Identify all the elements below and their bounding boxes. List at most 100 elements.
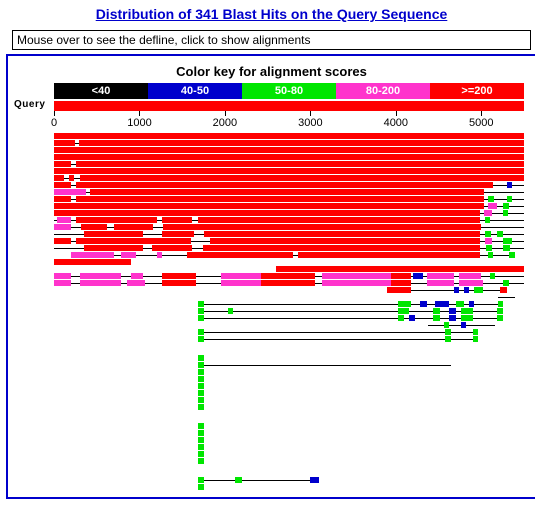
hit-segment[interactable] bbox=[464, 287, 469, 293]
hit-segment[interactable] bbox=[435, 287, 440, 293]
hit-segment[interactable] bbox=[196, 238, 201, 244]
hit-track[interactable] bbox=[54, 203, 524, 210]
hit-segment[interactable] bbox=[221, 280, 260, 286]
hit-segment[interactable] bbox=[162, 231, 194, 237]
hit-track[interactable] bbox=[54, 224, 524, 231]
hit-segment[interactable] bbox=[485, 238, 492, 244]
hit-segment[interactable] bbox=[204, 231, 479, 237]
hit-track[interactable] bbox=[54, 458, 524, 465]
hit-track[interactable] bbox=[54, 182, 524, 189]
hit-segment[interactable] bbox=[509, 252, 516, 258]
hit-track[interactable] bbox=[54, 383, 524, 390]
hit-segment[interactable] bbox=[162, 217, 193, 223]
hit-segment[interactable] bbox=[420, 301, 427, 307]
hit-segment[interactable] bbox=[485, 217, 490, 223]
hit-segment[interactable] bbox=[54, 238, 71, 244]
hit-segment[interactable] bbox=[497, 231, 503, 237]
hit-segment[interactable] bbox=[152, 245, 192, 251]
hit-segment[interactable] bbox=[435, 301, 449, 307]
hit-segment[interactable] bbox=[276, 266, 524, 272]
hit-segment[interactable] bbox=[456, 301, 465, 307]
hit-segment[interactable] bbox=[54, 182, 71, 188]
hit-segment[interactable] bbox=[469, 301, 474, 307]
hit-segment[interactable] bbox=[461, 322, 466, 328]
hit-segment[interactable] bbox=[54, 133, 524, 139]
hit-track[interactable] bbox=[54, 423, 524, 430]
hit-segment[interactable] bbox=[490, 273, 495, 279]
hit-segment[interactable] bbox=[490, 322, 495, 328]
hit-track[interactable] bbox=[54, 266, 524, 273]
hit-segment[interactable] bbox=[198, 336, 205, 342]
hit-track[interactable] bbox=[54, 238, 524, 245]
hit-segment[interactable] bbox=[121, 252, 136, 258]
hit-segment[interactable] bbox=[398, 308, 410, 314]
hit-segment[interactable] bbox=[507, 182, 512, 188]
hit-segment[interactable] bbox=[114, 224, 153, 230]
hit-segment[interactable] bbox=[398, 315, 405, 321]
hit-segment[interactable] bbox=[54, 224, 71, 230]
hit-track[interactable] bbox=[54, 355, 524, 362]
hit-segment[interactable] bbox=[198, 362, 205, 368]
hit-segment[interactable] bbox=[322, 280, 390, 286]
hit-segment[interactable] bbox=[54, 189, 86, 195]
hit-segment[interactable] bbox=[76, 238, 191, 244]
hit-segment[interactable] bbox=[80, 175, 524, 181]
hit-segment[interactable] bbox=[54, 140, 75, 146]
hit-segment[interactable] bbox=[486, 245, 491, 251]
hit-segment[interactable] bbox=[433, 315, 440, 321]
hit-segment[interactable] bbox=[69, 175, 75, 181]
hit-segment[interactable] bbox=[54, 154, 524, 160]
hit-segment[interactable] bbox=[449, 308, 456, 314]
hit-segment[interactable] bbox=[57, 217, 71, 223]
hit-segment[interactable] bbox=[198, 484, 205, 490]
hit-segment[interactable] bbox=[427, 280, 454, 286]
hit-segment[interactable] bbox=[427, 273, 454, 279]
hit-segment[interactable] bbox=[84, 245, 143, 251]
hit-track[interactable] bbox=[54, 133, 524, 140]
hit-segment[interactable] bbox=[473, 329, 478, 335]
hit-segment[interactable] bbox=[54, 175, 64, 181]
hit-segment[interactable] bbox=[54, 259, 131, 265]
hit-track[interactable] bbox=[54, 336, 524, 343]
hit-segment[interactable] bbox=[391, 273, 412, 279]
hit-track[interactable] bbox=[54, 259, 524, 266]
hit-segment[interactable] bbox=[76, 182, 493, 188]
hit-track[interactable] bbox=[54, 444, 524, 451]
hit-segment[interactable] bbox=[198, 217, 480, 223]
hit-track[interactable] bbox=[54, 252, 524, 259]
hit-segment[interactable] bbox=[420, 287, 425, 293]
hit-segment[interactable] bbox=[80, 280, 121, 286]
hit-track[interactable] bbox=[54, 308, 524, 315]
hit-segment[interactable] bbox=[127, 280, 144, 286]
hit-segment[interactable] bbox=[90, 189, 484, 195]
hit-track[interactable] bbox=[54, 287, 524, 294]
hit-segment[interactable] bbox=[198, 376, 205, 382]
hit-segment[interactable] bbox=[162, 280, 196, 286]
hit-segment[interactable] bbox=[198, 383, 205, 389]
hit-segment[interactable] bbox=[433, 308, 440, 314]
hit-track[interactable] bbox=[54, 430, 524, 437]
hit-track[interactable] bbox=[54, 175, 524, 182]
hit-track[interactable] bbox=[54, 477, 524, 484]
hit-track[interactable] bbox=[54, 147, 524, 154]
hit-segment[interactable] bbox=[488, 252, 493, 258]
hit-segment[interactable] bbox=[203, 245, 480, 251]
hit-segment[interactable] bbox=[198, 404, 205, 410]
hit-segment[interactable] bbox=[473, 322, 478, 328]
hit-segment[interactable] bbox=[84, 231, 143, 237]
hit-segment[interactable] bbox=[488, 203, 497, 209]
hit-segment[interactable] bbox=[497, 315, 504, 321]
hit-segment[interactable] bbox=[54, 273, 71, 279]
hit-segment[interactable] bbox=[391, 280, 412, 286]
hit-segment[interactable] bbox=[187, 252, 196, 258]
hit-track[interactable] bbox=[54, 294, 524, 301]
hit-segment[interactable] bbox=[298, 252, 480, 258]
hit-track[interactable] bbox=[54, 390, 524, 397]
hit-segment[interactable] bbox=[221, 273, 260, 279]
hit-segment[interactable] bbox=[505, 224, 509, 230]
hit-track[interactable] bbox=[54, 322, 524, 329]
hit-segment[interactable] bbox=[163, 224, 481, 230]
hit-segment[interactable] bbox=[459, 280, 483, 286]
hit-track[interactable] bbox=[54, 196, 524, 203]
hit-segment[interactable] bbox=[54, 210, 480, 216]
